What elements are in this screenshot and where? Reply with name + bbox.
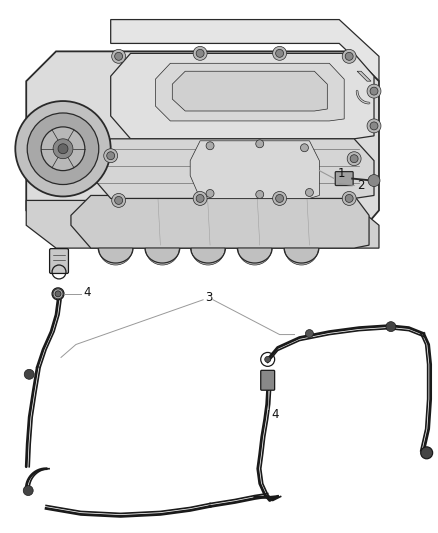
Circle shape (193, 46, 207, 60)
Polygon shape (190, 141, 319, 198)
Wedge shape (145, 248, 179, 265)
Circle shape (273, 46, 286, 60)
Circle shape (41, 127, 85, 171)
Circle shape (52, 288, 64, 300)
Circle shape (265, 357, 271, 362)
Circle shape (115, 197, 123, 204)
Circle shape (58, 144, 68, 154)
Circle shape (345, 195, 353, 203)
Circle shape (112, 193, 126, 207)
Circle shape (370, 122, 378, 130)
Circle shape (350, 155, 358, 163)
Wedge shape (191, 248, 225, 265)
FancyBboxPatch shape (335, 172, 353, 185)
Circle shape (23, 486, 33, 496)
Circle shape (276, 50, 283, 58)
Circle shape (107, 152, 115, 160)
Circle shape (345, 52, 353, 60)
Circle shape (342, 191, 356, 205)
Circle shape (15, 101, 111, 197)
Circle shape (273, 191, 286, 205)
Polygon shape (155, 63, 344, 121)
Circle shape (386, 321, 396, 332)
Circle shape (305, 329, 314, 337)
Polygon shape (111, 53, 374, 139)
Circle shape (196, 50, 204, 58)
FancyBboxPatch shape (261, 370, 275, 390)
Circle shape (27, 113, 99, 184)
Circle shape (115, 52, 123, 60)
Circle shape (112, 50, 126, 63)
Text: 3: 3 (205, 292, 212, 304)
Wedge shape (285, 248, 318, 265)
Text: 4: 4 (272, 408, 279, 421)
Polygon shape (26, 51, 379, 245)
Circle shape (367, 119, 381, 133)
Circle shape (24, 369, 34, 379)
Circle shape (300, 144, 308, 152)
Circle shape (206, 190, 214, 197)
Circle shape (104, 149, 118, 163)
Circle shape (421, 447, 433, 459)
Circle shape (305, 189, 314, 197)
Text: 2: 2 (357, 179, 364, 192)
Circle shape (256, 140, 264, 148)
Circle shape (276, 195, 283, 203)
FancyBboxPatch shape (49, 248, 68, 273)
Wedge shape (238, 248, 272, 265)
Circle shape (256, 190, 264, 198)
Circle shape (193, 191, 207, 205)
Circle shape (347, 152, 361, 166)
Circle shape (53, 139, 73, 159)
Polygon shape (26, 200, 379, 248)
Wedge shape (99, 248, 133, 265)
Circle shape (368, 175, 380, 187)
Polygon shape (71, 196, 369, 248)
Circle shape (53, 289, 63, 299)
Circle shape (342, 50, 356, 63)
Circle shape (55, 291, 61, 297)
Polygon shape (357, 71, 371, 81)
Circle shape (196, 195, 204, 203)
Polygon shape (111, 20, 379, 81)
Circle shape (206, 142, 214, 150)
Circle shape (367, 84, 381, 98)
Polygon shape (172, 71, 327, 111)
Circle shape (370, 87, 378, 95)
Text: 4: 4 (84, 286, 92, 300)
Polygon shape (91, 139, 374, 198)
Text: 1: 1 (337, 167, 345, 180)
